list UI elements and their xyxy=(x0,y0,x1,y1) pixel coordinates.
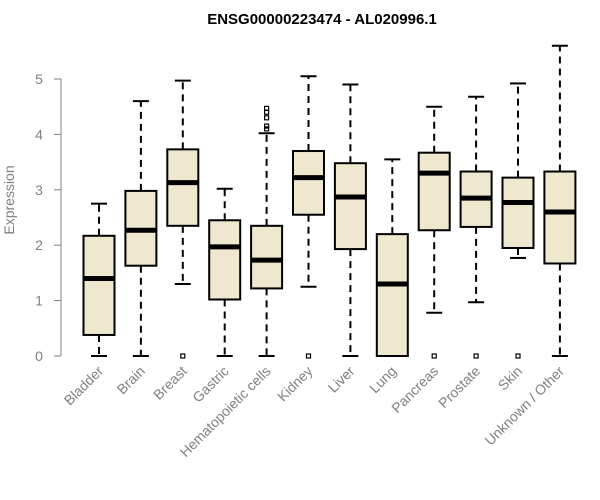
y-tick-label-3: 3 xyxy=(35,182,43,198)
x-tick-label-12: Unknown / Other xyxy=(481,363,567,449)
outlier-5-3 xyxy=(264,115,270,121)
box-9 xyxy=(417,105,451,359)
box-rect-6 xyxy=(292,150,325,216)
x-tick-label-1: Bladder xyxy=(61,363,107,409)
y-tick-label-2: 2 xyxy=(35,237,43,253)
x-tick-label-10: Prostate xyxy=(435,363,483,411)
outlier-5-5 xyxy=(264,105,270,111)
y-tick-label-1: 1 xyxy=(35,293,43,309)
y-tick-label-0: 0 xyxy=(35,348,43,364)
box-rect-4 xyxy=(208,219,242,301)
box-3 xyxy=(166,79,200,359)
y-tick-label-4: 4 xyxy=(35,126,43,142)
box-11 xyxy=(501,82,535,359)
box-6 xyxy=(292,75,325,359)
y-axis-label: Expression xyxy=(1,165,17,234)
y-axis: 0 1 2 3 4 5 xyxy=(35,71,62,364)
box-rect-7 xyxy=(333,162,367,251)
outlier-5-2 xyxy=(264,123,270,129)
box-1 xyxy=(82,202,116,357)
box-rect-1 xyxy=(82,234,116,336)
box-rect-9 xyxy=(417,151,451,232)
box-7 xyxy=(333,83,367,357)
x-tick-label-9: Pancreas xyxy=(388,363,441,416)
x-tick-label-2: Brain xyxy=(114,363,148,397)
x-tick-label-7: Liver xyxy=(325,363,358,396)
box-rect-11 xyxy=(501,176,535,249)
box-10 xyxy=(459,95,493,359)
x-tick-label-6: Kidney xyxy=(274,363,316,405)
outlier-9-1 xyxy=(431,353,437,359)
y-tick-label-5: 5 xyxy=(35,71,43,87)
box-rect-5 xyxy=(250,224,284,290)
box-5 xyxy=(250,105,284,357)
box-12 xyxy=(543,44,577,357)
outlier-3-1 xyxy=(180,353,186,359)
boxes-group xyxy=(82,44,577,359)
box-rect-12 xyxy=(543,170,577,265)
box-8 xyxy=(375,158,409,358)
x-tick-label-8: Lung xyxy=(366,363,399,396)
x-tick-label-3: Breast xyxy=(150,363,190,403)
outlier-6-1 xyxy=(305,353,312,359)
x-tick-label-11: Skin xyxy=(495,363,526,394)
box-4 xyxy=(208,187,242,357)
box-rect-3 xyxy=(166,148,200,227)
outlier-11-1 xyxy=(515,353,521,359)
box-2 xyxy=(124,100,158,357)
outlier-10-1 xyxy=(473,353,479,359)
outlier-5-1 xyxy=(264,126,270,132)
box-rect-8 xyxy=(375,233,409,358)
chart-title: ENSG00000223474 - AL020996.1 xyxy=(207,11,437,28)
